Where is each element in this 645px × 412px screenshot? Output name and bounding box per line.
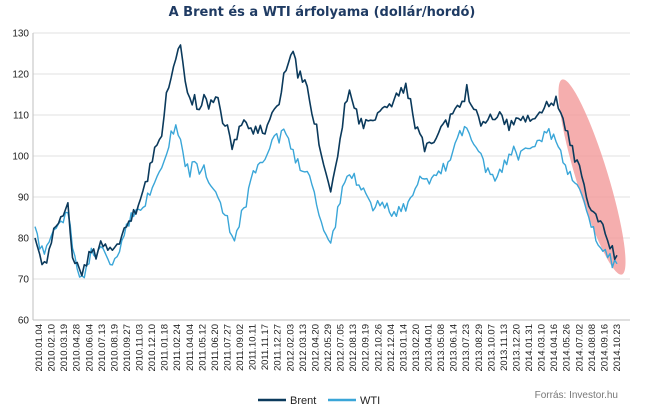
- x-tick-label: 2011.01.18: [160, 324, 171, 371]
- x-tick-label: 2010.07.13: [97, 324, 108, 372]
- source-note: Forrás: Investor.hu: [535, 390, 618, 401]
- decline-highlight: [558, 79, 626, 275]
- y-tick-label: 60: [18, 316, 30, 327]
- y-tick-label: 130: [12, 29, 29, 40]
- x-tick-label: 2011.09.02: [235, 324, 246, 371]
- x-tick-label: 2013.12.20: [511, 324, 522, 372]
- x-tick-label: 2012.03.13: [298, 324, 309, 372]
- x-tick-label: 2010.02.10: [47, 324, 58, 372]
- x-tick-label: 2014.10.23: [612, 324, 623, 372]
- chart-title: A Brent és a WTI árfolyama (dollár/hordó…: [169, 5, 476, 20]
- series-lines: [34, 44, 618, 279]
- x-tick-label: 2014.01.31: [524, 324, 535, 372]
- x-tick-label: 2012.09.19: [361, 324, 372, 372]
- x-tick-label: 2012.02.03: [285, 324, 296, 372]
- x-tick-label: 2011.07.27: [222, 324, 233, 371]
- x-tick-label: 2011.04.04: [185, 324, 196, 371]
- x-tick-label: 2014.08.08: [587, 324, 598, 372]
- series-line-brent: [34, 44, 618, 277]
- legend-label-wti: WTI: [360, 395, 380, 407]
- x-tick-label: 2011.12.27: [273, 324, 284, 371]
- legend-label-brent: Brent: [290, 395, 316, 407]
- x-tick-label: 2010.11.03: [135, 324, 146, 371]
- x-tick-label: 2011.06.20: [210, 324, 221, 371]
- x-tick-label: 2013.01.14: [398, 324, 409, 372]
- x-tick-label: 2013.08.29: [474, 324, 485, 372]
- highlight-ellipse: [558, 79, 626, 275]
- x-tick-label: 2010.01.04: [34, 324, 45, 372]
- y-axis-ticks: 60 70 80 90 100 110 120 130: [12, 29, 29, 327]
- x-tick-label: 2010.08.19: [109, 324, 120, 372]
- x-tick-label: 2014.03.10: [537, 324, 548, 372]
- grid: [32, 32, 630, 321]
- y-tick-label: 100: [12, 152, 29, 163]
- x-axis-ticks: 2010.01.04 2010.02.10 2010.03.19 2010.04.28…: [34, 324, 623, 372]
- x-tick-label: 2014.05.26: [562, 324, 573, 372]
- y-tick-label: 70: [18, 275, 30, 286]
- x-tick-label: 2012.12.04: [386, 324, 397, 372]
- x-tick-label: 2012.08.13: [348, 324, 359, 372]
- x-tick-label: 2010.09.27: [122, 324, 133, 372]
- x-tick-label: 2011.05.12: [197, 324, 208, 371]
- y-tick-label: 110: [13, 111, 29, 122]
- x-tick-label: 2013.02.20: [411, 324, 422, 372]
- x-tick-label: 2011.02.24: [172, 324, 183, 371]
- y-tick-label: 80: [18, 234, 30, 245]
- x-tick-label: 2010.04.28: [72, 324, 83, 372]
- x-tick-label: 2012.10.26: [373, 324, 384, 372]
- x-tick-label: 2010.03.19: [59, 324, 70, 372]
- x-tick-label: 2013.11.13: [499, 324, 510, 371]
- x-tick-label: 2011.10.11: [248, 324, 259, 370]
- x-tick-label: 2013.05.08: [436, 324, 447, 372]
- y-tick-label: 120: [12, 70, 29, 81]
- x-tick-label: 2013.06.14: [449, 324, 460, 372]
- x-tick-label: 2013.10.07: [486, 324, 497, 372]
- x-tick-label: 2014.04.16: [549, 324, 560, 372]
- x-tick-label: 2010.12.10: [147, 324, 158, 372]
- legend: Brent WTI: [258, 395, 380, 407]
- y-tick-label: 90: [18, 193, 30, 204]
- x-tick-label: 2010.06.04: [84, 324, 95, 372]
- x-tick-label: 2014.07.02: [574, 324, 585, 372]
- x-tick-label: 2012.07.05: [336, 324, 347, 372]
- x-tick-label: 2012.04.20: [310, 324, 321, 372]
- x-tick-label: 2013.07.23: [461, 324, 472, 372]
- series-line-wti: [34, 124, 618, 279]
- x-tick-label: 2013.04.01: [424, 324, 435, 372]
- x-tick-label: 2012.05.29: [323, 324, 334, 372]
- x-tick-label: 2011.11.17: [260, 324, 271, 370]
- x-tick-label: 2014.09.16: [599, 324, 610, 372]
